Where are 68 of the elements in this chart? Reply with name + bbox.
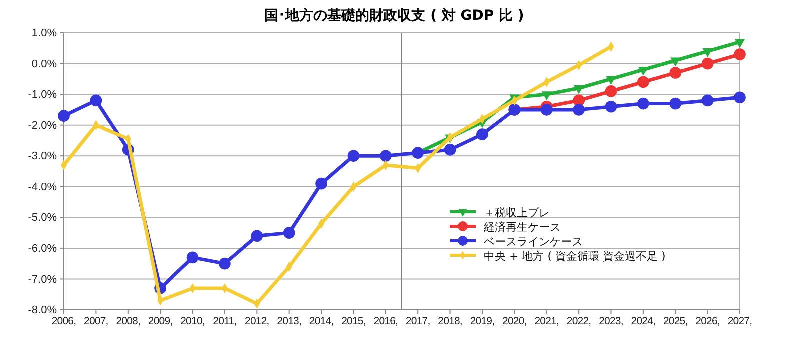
x-tick-label: 2014, xyxy=(309,315,334,328)
point xyxy=(573,104,585,116)
x-tick-label: 2016, xyxy=(374,315,398,328)
point xyxy=(702,94,714,107)
point xyxy=(58,110,70,122)
point xyxy=(186,252,199,264)
point xyxy=(283,227,296,239)
y-tick-label: -8.0% xyxy=(28,304,58,317)
legend-label: ＋税収上ブレ xyxy=(484,206,550,220)
x-tick-label: 2006, xyxy=(52,315,76,328)
y-tick-label: -5.0% xyxy=(28,212,58,224)
point xyxy=(702,48,713,58)
chart-title: 国･地方の基礎的財政収支 ( 対 GDP 比 ) xyxy=(264,7,524,24)
y-tick-label: -2.0% xyxy=(28,120,58,132)
x-tick-label: 2010, xyxy=(180,315,205,328)
y-tick-label: -3.0% xyxy=(28,150,58,163)
x-tick-label: 2022, xyxy=(566,315,592,328)
point xyxy=(380,150,392,162)
point xyxy=(542,92,552,100)
x-tick-label: 2009, xyxy=(148,315,173,328)
point xyxy=(476,128,488,140)
x-tick-label: 2008, xyxy=(116,315,141,328)
point xyxy=(638,76,650,88)
point xyxy=(670,98,682,110)
x-tick-label: 2020, xyxy=(502,315,527,328)
x-tick-label: 2015, xyxy=(342,315,366,328)
legend-label: 経済再生ケース xyxy=(483,221,561,234)
point xyxy=(90,94,102,107)
point xyxy=(638,66,649,76)
point xyxy=(540,104,553,116)
y-tick-label: -7.0% xyxy=(28,274,58,286)
point xyxy=(734,39,746,48)
y-tick-label: 1.0% xyxy=(32,28,58,40)
legend-label: ベースラインケース xyxy=(484,236,583,248)
x-tick-label: 2024, xyxy=(631,315,656,328)
x-tick-label: 2013, xyxy=(277,315,302,328)
x-tick-label: 2007, xyxy=(84,315,108,328)
x-tick-label: 2021, xyxy=(534,315,559,328)
x-tick-label: 2025, xyxy=(663,315,688,328)
x-tick-label: 2011, xyxy=(213,315,237,328)
point xyxy=(606,76,616,86)
x-tick-label: 2018, xyxy=(438,315,462,328)
y-tick-label: -4.0% xyxy=(28,181,58,194)
point xyxy=(574,85,584,94)
point xyxy=(605,86,618,98)
point xyxy=(219,258,231,270)
x-tick-label: 2019, xyxy=(470,315,495,328)
point xyxy=(734,92,746,104)
x-tick-label: 2027, xyxy=(728,315,752,328)
point xyxy=(605,100,618,113)
y-tick-label: 0.0% xyxy=(32,58,58,70)
y-tick-label: -1.0% xyxy=(28,89,58,102)
point xyxy=(444,144,456,156)
point xyxy=(734,48,746,60)
point xyxy=(316,178,328,190)
point xyxy=(251,230,264,242)
x-tick-label: 2026, xyxy=(696,315,720,328)
x-tick-label: 2023, xyxy=(599,315,624,328)
point xyxy=(702,58,714,70)
y-tick-label: -6.0% xyxy=(28,242,58,255)
point xyxy=(348,150,360,162)
x-tick-label: 2017, xyxy=(406,315,430,328)
x-tick-label: 2012, xyxy=(245,315,270,328)
point xyxy=(638,98,650,110)
point xyxy=(670,58,681,67)
point xyxy=(412,147,424,159)
legend-label: 中央 + 地方 ( 資金循環 資金過不足 ) xyxy=(484,250,666,263)
point xyxy=(670,67,682,79)
